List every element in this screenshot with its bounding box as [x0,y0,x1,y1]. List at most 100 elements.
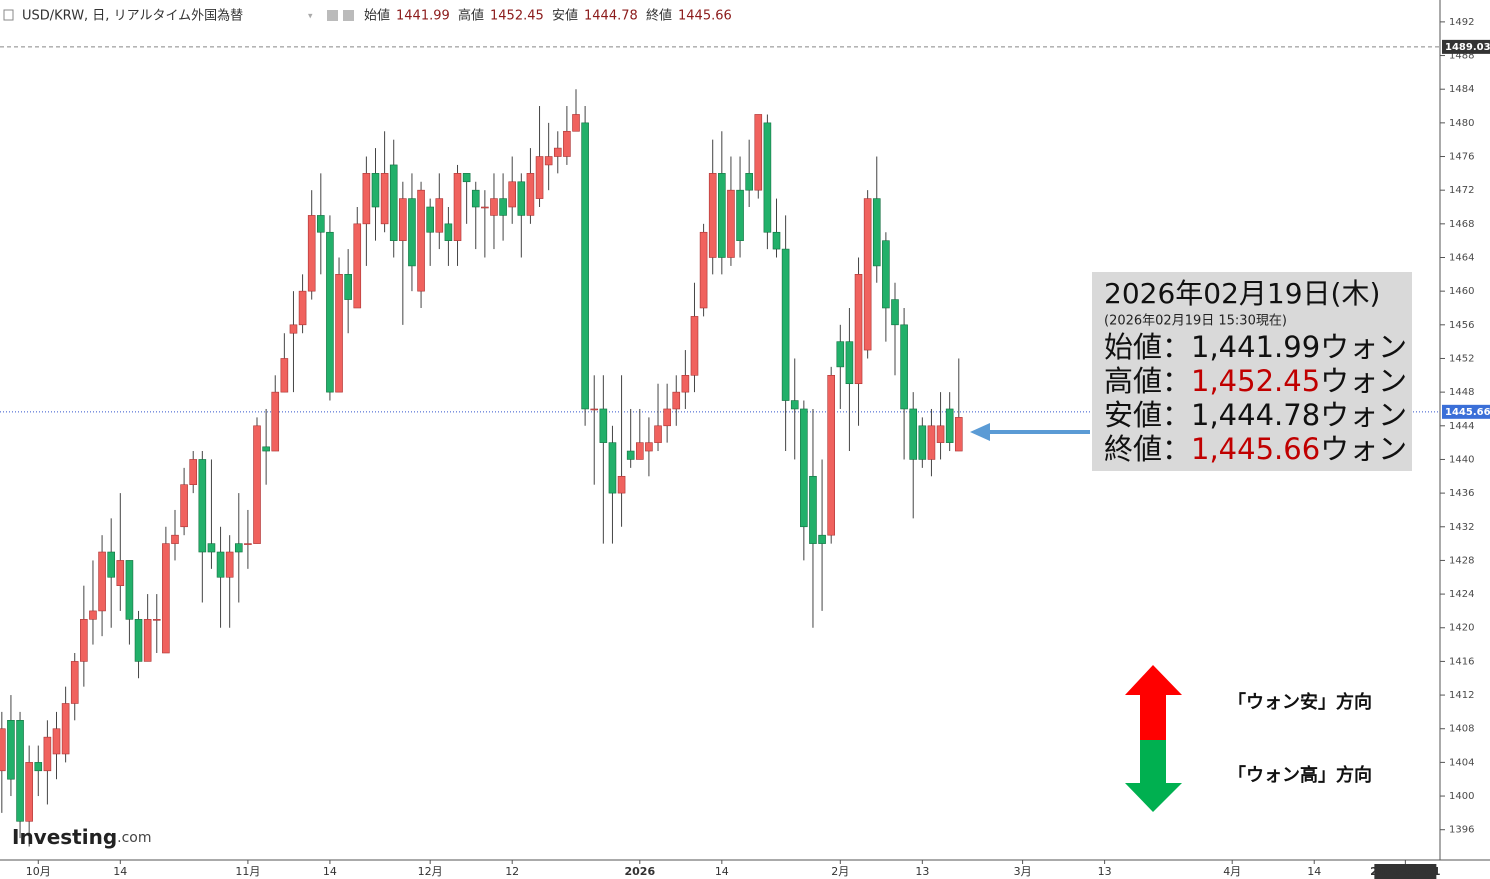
candle-body [143,619,152,662]
candle-body [34,762,43,772]
candle-body [663,408,671,427]
y-tick-label: 1424 [1449,589,1474,600]
info-value: 1,441.99 [1191,330,1320,364]
up-arrow [1125,665,1182,740]
candle-body [298,290,307,326]
candle-body [553,147,562,157]
candle-body [645,442,653,452]
candle-body [0,728,6,772]
y-tick-label: 1416 [1449,656,1474,667]
candle-body [80,619,88,662]
candle-body [408,198,416,267]
candle-body [781,248,790,401]
candle-body [918,425,927,460]
candle-body [836,341,845,368]
candle-body [335,274,343,393]
y-tick-label: 1488 [1449,51,1474,62]
candle-body [954,417,963,452]
high-line-box [1442,39,1490,54]
x-tick-label: 11月 [235,865,260,878]
header: USD/KRW, 日, リアルタイム外国為替 ▾ [3,8,354,24]
legend-up: 「ウォン安」方向 [1228,691,1372,713]
candle-body [654,425,662,443]
candle-body [763,122,772,233]
info-unit: ウォン [1320,364,1407,398]
y-tick-label: 1404 [1449,757,1474,768]
eye-icon[interactable] [343,10,354,21]
y-tick-label: 1476 [1449,152,1474,163]
ohlc-label: 始値 [364,8,390,24]
candle-body [800,408,808,528]
candle-body [125,560,134,620]
y-tick-label: 1460 [1449,286,1474,297]
candle-body [225,551,234,578]
candle-body [89,610,97,620]
candle-body [326,231,334,393]
y-tick-label: 1436 [1449,488,1474,499]
x-tick-label: 13 [915,865,929,878]
candle-body [672,391,681,410]
candle-body [854,274,863,385]
y-tick-label: 1396 [1449,825,1474,836]
info-unit: ウォン [1320,398,1407,432]
x-tick-label: 10月 [26,865,51,878]
info-label: 終値： [1104,432,1191,466]
candle-body [253,425,261,544]
candle-body [107,551,115,578]
candle-body [936,425,945,443]
ohlc-label: 終値 [646,8,672,24]
legend-down: 「ウォン高」方向 [1228,764,1372,786]
y-tick-label: 1472 [1449,185,1474,196]
ohlc-value: 1441.99 [396,9,450,24]
x-tick-label: 12月 [418,865,443,878]
candle-body [453,173,462,241]
collapse-icon[interactable] [3,9,14,21]
ohlc-label: 高値 [458,8,484,24]
plot [0,46,1440,847]
x-tick-label: 2月 [831,865,849,878]
logo: Investing.com [12,825,152,849]
info-box [1092,272,1412,471]
candle-body [353,223,362,309]
settings-icon[interactable] [327,10,338,21]
x-tick-box [1374,864,1437,879]
info-label: 高値： [1104,364,1191,398]
candle-body [152,619,161,621]
dropdown[interactable]: ▾ [308,12,313,22]
y-tick-label: 1444 [1449,421,1474,432]
info-value: 1,445.66 [1191,432,1320,466]
info-row: 始値：1,441.99ウォン [1104,330,1407,364]
x-tick-label: 4月 [1223,865,1241,878]
pointer-arrow-head [970,423,990,441]
info-row: 終値：1,445.66ウォン [1104,432,1407,466]
candle-body [745,173,753,191]
x-tick-label: 13 [1098,865,1112,878]
candle-body [681,375,690,393]
logo-name: Investing [12,825,117,849]
candle-body [98,551,106,612]
candle-body [891,299,899,326]
candle-body [198,459,207,553]
candle-body [517,181,526,216]
candle-body [289,324,298,334]
high-line-label: 1489.03 [1445,42,1490,53]
candle-body [827,375,835,536]
candle-body [544,156,553,166]
y-tick-label: 1408 [1449,724,1474,735]
x-tick-label: 12 [505,865,519,878]
candle-body [727,189,735,258]
info-unit: ウォン [1320,432,1407,466]
info-row: 高値：1,452.45ウォン [1104,364,1407,398]
candle-body [599,408,608,443]
x-tick-label: 2026-05-01 [1370,865,1440,878]
candle-body [699,231,708,309]
candle-body [626,450,635,460]
candle-body [70,661,79,704]
x-tick-label: 2026 [624,865,655,878]
ohlc-value: 1452.45 [490,9,544,24]
candle-body [234,543,243,553]
candle-body [16,720,24,822]
candle-body [882,240,890,309]
candle-body [271,391,280,452]
